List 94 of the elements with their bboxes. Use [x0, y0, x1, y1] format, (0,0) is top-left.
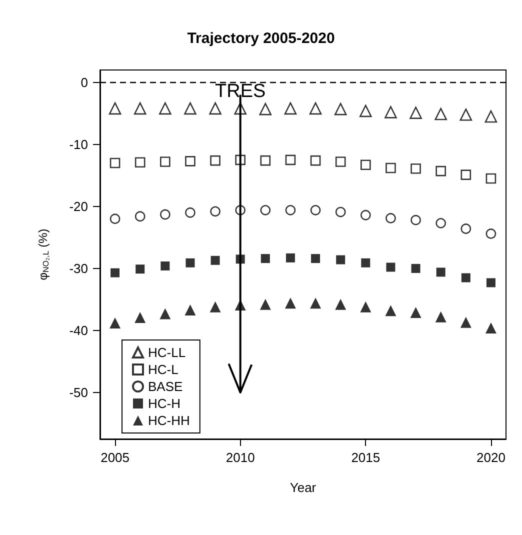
legend-label: HC-L — [148, 362, 178, 377]
y-tick-label: -10 — [69, 136, 88, 152]
legend-label: HC-H — [148, 396, 180, 411]
point — [484, 110, 498, 123]
point — [386, 162, 396, 174]
point — [134, 157, 146, 168]
point — [384, 106, 397, 118]
y-tick-label: 0 — [80, 74, 88, 90]
point — [436, 166, 446, 176]
point — [186, 258, 195, 268]
point — [185, 207, 196, 218]
point — [260, 155, 271, 166]
point — [260, 298, 271, 310]
y-tick-label: -20 — [69, 198, 88, 214]
point — [210, 301, 221, 312]
point — [136, 264, 145, 274]
legend-label: BASE — [148, 379, 184, 394]
point — [159, 102, 172, 115]
point — [286, 253, 295, 262]
legend-label: HC-LL — [148, 345, 186, 360]
annotation: TRES — [215, 81, 266, 102]
y-tick-label: -40 — [69, 322, 88, 338]
point — [259, 102, 272, 116]
point — [160, 209, 170, 220]
point — [110, 158, 120, 168]
point — [260, 254, 270, 264]
chart-title: Trajectory 2005-2020 — [187, 30, 335, 47]
point — [285, 205, 296, 216]
point — [210, 206, 220, 217]
point — [209, 102, 222, 115]
point — [184, 304, 196, 316]
point — [435, 311, 446, 322]
point — [134, 211, 146, 222]
point — [360, 104, 372, 118]
point — [184, 102, 196, 115]
y-tick-label: -50 — [69, 384, 88, 400]
point — [360, 301, 372, 312]
point — [336, 255, 346, 264]
point — [410, 306, 422, 318]
point — [360, 210, 371, 220]
point — [110, 318, 121, 329]
x-tick-label: 2010 — [226, 450, 255, 465]
point — [386, 262, 396, 272]
y-tick-label: -30 — [69, 260, 88, 276]
x-tick-label: 2005 — [100, 450, 130, 465]
point — [310, 205, 321, 216]
point — [110, 214, 120, 224]
point — [361, 258, 370, 268]
y-axis-title: φNO₂,L (%) — [36, 228, 50, 280]
x-tick-label: 2020 — [476, 450, 506, 465]
point — [160, 156, 170, 167]
point — [284, 298, 296, 309]
point — [335, 156, 346, 167]
point — [134, 102, 146, 115]
point — [410, 163, 421, 174]
point — [210, 155, 220, 166]
point — [460, 108, 472, 121]
point — [486, 278, 496, 288]
point — [309, 102, 322, 115]
point — [110, 268, 120, 278]
point — [108, 102, 122, 115]
point — [185, 156, 196, 166]
point — [460, 316, 472, 328]
point — [486, 228, 496, 239]
point — [134, 312, 146, 323]
point — [436, 268, 446, 277]
point — [285, 154, 296, 166]
point — [460, 224, 472, 234]
x-axis-title: Year — [290, 480, 317, 495]
point — [335, 298, 346, 310]
point — [460, 170, 472, 180]
point — [260, 205, 271, 216]
point — [160, 308, 171, 320]
point — [386, 213, 396, 224]
point — [434, 108, 447, 120]
point — [411, 264, 420, 273]
point — [335, 206, 346, 218]
point — [485, 322, 496, 334]
point — [461, 273, 470, 282]
point — [360, 160, 371, 170]
x-tick-label: 2015 — [351, 450, 380, 465]
point — [310, 298, 322, 309]
point — [160, 261, 170, 270]
point — [385, 305, 396, 316]
point — [334, 102, 347, 116]
point — [284, 102, 297, 115]
point — [311, 254, 320, 264]
legend-label: HC-HH — [148, 413, 190, 428]
point — [310, 155, 321, 166]
point — [410, 106, 422, 119]
point — [436, 218, 446, 228]
point — [410, 214, 421, 226]
point — [210, 256, 220, 265]
point — [486, 173, 496, 184]
